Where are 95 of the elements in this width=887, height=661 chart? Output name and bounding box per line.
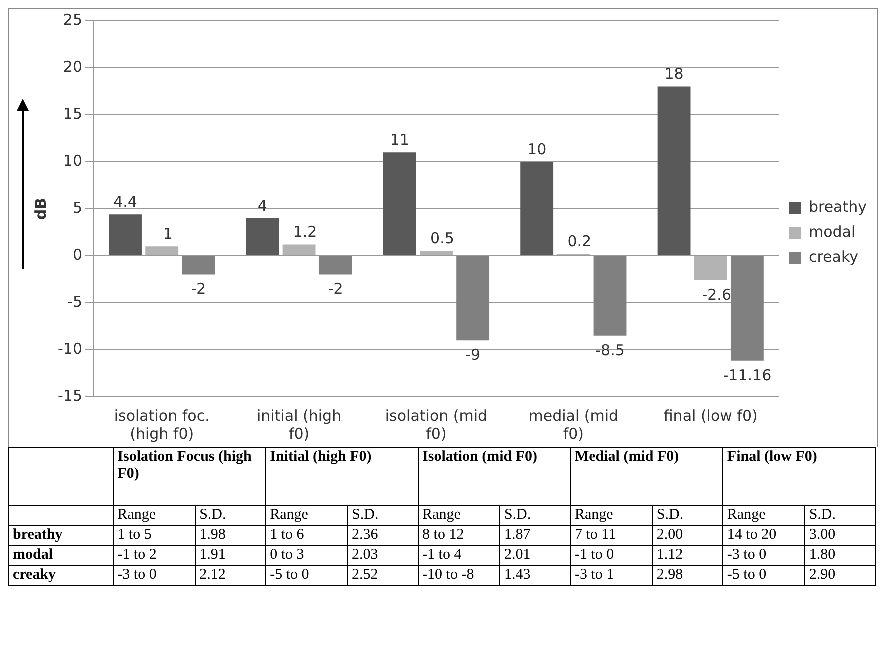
y-tick-label: 0 [72,246,82,264]
data-label: -11.16 [723,366,772,384]
data-label: 4 [258,196,268,215]
data-label: 1.2 [293,223,318,242]
text: Medial (mid F0) [570,448,723,506]
text: Range [113,506,196,526]
text: S.D. [500,506,570,526]
data-label: 1 [163,224,173,243]
text: -1 to 2 [113,546,196,566]
text: Range [266,506,348,526]
text: -1 to 0 [570,546,652,566]
text: 1 to 5 [113,526,196,546]
text: 2.00 [652,526,723,546]
text: -10 to -8 [418,566,500,586]
text: 2.36 [348,526,418,546]
text: -5 to 0 [722,566,805,586]
text: Range [418,506,500,526]
data-label: -2 [328,280,344,298]
text: 8 to 12 [418,526,500,546]
text: -3 to 0 [722,546,805,566]
legend-label: creaky [808,248,859,266]
data-label: -2.6 [702,286,732,304]
y-tick-label: -10 [58,340,82,358]
y-tick-label: 15 [63,104,82,123]
text: 0 to 3 [266,546,348,566]
y-tick-label: -15 [58,386,82,405]
data-label: 10 [528,140,547,158]
text: Range [570,506,652,526]
text: -1 to 4 [418,546,500,566]
bar [182,256,216,275]
bar [694,256,728,280]
text: breathy [8,526,114,546]
text: 2.03 [348,546,418,566]
text: 2.90 [804,566,876,586]
data-label: 4.4 [114,193,138,212]
bar [520,162,554,256]
text: -3 to 0 [113,566,196,586]
text: 14 to 20 [722,526,805,546]
bar [282,244,316,256]
y-tick-label: 25 [63,10,82,29]
text: modal [8,546,114,566]
data-label: -8.5 [596,341,625,360]
text: S.D. [348,506,418,526]
text: S.D. [195,506,266,526]
y-tick-label: -5 [68,292,82,311]
text: -5 to 0 [266,566,348,586]
text: Initial (high F0) [266,448,418,506]
text: 7 to 11 [570,526,652,546]
bar [109,214,142,256]
x-tick-label: isolation (mid f0) [385,406,488,443]
text: 1.12 [652,546,723,566]
bar [319,256,352,275]
text: 1.87 [500,526,570,546]
x-tick-label: initial (high f0) [256,406,342,443]
legend-label: breathy [808,198,868,216]
bar [456,256,490,341]
bar [146,246,179,256]
bar [420,251,453,256]
text: 1.98 [195,526,266,546]
text: Isolation (mid F0) [418,448,570,506]
y-tick-label: 5 [72,198,82,217]
text: Isolation Focus (high F0) [113,448,266,506]
y-tick-label: 20 [63,58,82,76]
text: Range [722,506,805,526]
data-label: -9 [466,346,481,364]
text: 1.91 [195,546,266,566]
x-tick-label: final (low f0) [664,406,758,425]
text: 3.00 [804,526,876,546]
data-label: 11 [390,130,410,149]
y-axis-title: dB [32,198,50,220]
text: 2.01 [500,546,570,566]
bar [730,256,764,361]
text: 2.12 [195,566,266,586]
text: 2.98 [652,566,723,586]
bar [594,256,627,336]
text: 2.52 [348,566,418,586]
text: 1 to 6 [266,526,348,546]
text: 1.43 [500,566,570,586]
bar [246,218,280,256]
data-label: 18 [664,65,684,84]
data-label: 0.2 [568,232,592,251]
y-tick-label: 10 [63,152,82,170]
text: S.D. [804,506,876,526]
data-label: -2 [191,280,206,298]
x-tick-label: medial (mid f0) [528,406,619,443]
bar [658,86,691,256]
text: Final (low F0) [722,448,876,506]
x-tick-label: isolation foc. (high f0) [114,406,210,443]
legend-label: modal [808,222,856,241]
text: S.D. [652,506,723,526]
text: 1.80 [804,546,876,566]
data-label: 0.5 [430,230,454,248]
text: creaky [8,566,114,586]
text: -3 to 1 [570,566,652,586]
bar [383,152,416,256]
